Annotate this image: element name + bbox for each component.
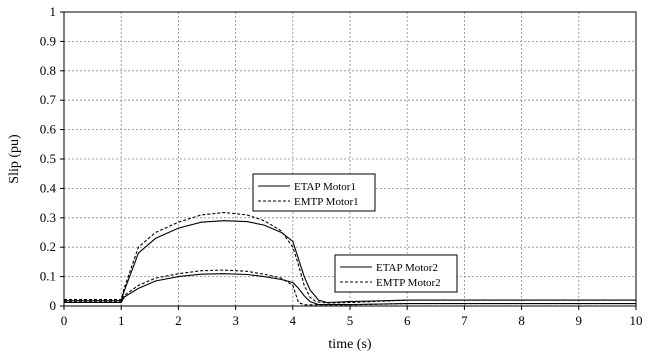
y-tick-label: 0.8 bbox=[40, 63, 56, 78]
legend-motor1: ETAP Motor1 EMTP Motor1 bbox=[252, 173, 376, 212]
legend-entry-etap-motor1: ETAP Motor1 bbox=[294, 181, 356, 193]
y-tick-label: 0.1 bbox=[40, 269, 56, 284]
y-tick-label: 0.9 bbox=[40, 33, 56, 48]
x-tick-label: 7 bbox=[461, 313, 468, 328]
ticks: 0 1 2 3 4 5 6 7 8 9 10 0 0.1 0.2 0.3 0.4 0.5 0.6 0.7 0.8 0.9… bbox=[40, 4, 643, 328]
x-tick-label: 1 bbox=[118, 313, 125, 328]
x-tick-label: 9 bbox=[576, 313, 583, 328]
x-tick-label: 8 bbox=[518, 313, 525, 328]
series-layer bbox=[64, 211, 636, 306]
x-axis-title: time (s) bbox=[328, 337, 371, 352]
series-line-emtp-motor2 bbox=[64, 269, 636, 306]
y-tick-label: 1 bbox=[50, 4, 57, 19]
y-tick-label: 0.4 bbox=[40, 180, 57, 195]
x-tick-label: 6 bbox=[404, 313, 411, 328]
y-tick-label: 0.7 bbox=[40, 92, 57, 107]
legend-entry-emtp-motor2: EMTP Motor2 bbox=[376, 277, 441, 289]
series-line-emtp-motor1 bbox=[64, 211, 636, 304]
legend-entry-etap-motor2: ETAP Motor2 bbox=[376, 262, 438, 274]
x-tick-label: 2 bbox=[175, 313, 182, 328]
series-line-etap-motor2 bbox=[64, 273, 636, 306]
y-tick-label: 0.3 bbox=[40, 210, 56, 225]
y-tick-label: 0.6 bbox=[40, 122, 57, 137]
legend-motor2-box bbox=[334, 254, 458, 293]
legend-entry-emtp-motor1: EMTP Motor1 bbox=[294, 196, 359, 208]
legend-motor2: ETAP Motor2 EMTP Motor2 bbox=[334, 254, 458, 293]
x-tick-label: 5 bbox=[347, 313, 354, 328]
y-axis-title: Slip (pu) bbox=[7, 134, 22, 184]
x-tick-label: 0 bbox=[61, 313, 68, 328]
x-tick-label: 10 bbox=[630, 313, 643, 328]
y-tick-label: 0 bbox=[50, 298, 57, 313]
legend-motor1-box bbox=[252, 173, 376, 212]
x-tick-label: 3 bbox=[232, 313, 239, 328]
y-tick-label: 0.5 bbox=[40, 151, 56, 166]
y-tick-label: 0.2 bbox=[40, 239, 56, 254]
x-tick-label: 4 bbox=[290, 313, 297, 328]
